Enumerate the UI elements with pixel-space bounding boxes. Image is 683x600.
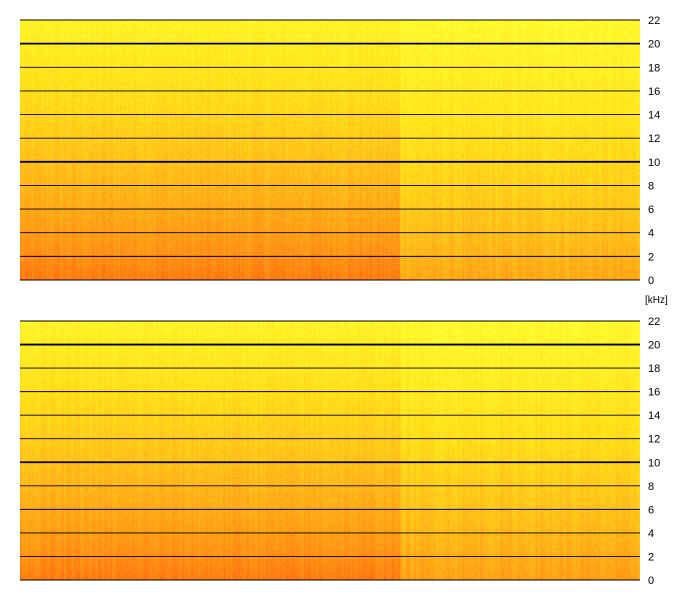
y-tick-label: 12 (648, 434, 660, 446)
spectrogram-panel-top: 0 2 4 6 8 10 12 14 16 18 20 22 (20, 15, 660, 287)
y-tick-label: 8 (648, 180, 654, 192)
y-tick-label: 4 (648, 528, 654, 540)
y-tick-label: 20 (648, 340, 660, 352)
y-tick-label: 0 (648, 275, 654, 287)
y-tick-label: 10 (648, 457, 660, 469)
y-tick-label: 14 (648, 410, 660, 422)
y-tick-label: 6 (648, 504, 654, 516)
y-tick-label: 2 (648, 551, 654, 563)
y-tick-label: 20 (648, 39, 660, 51)
y-tick-label: 2 (648, 251, 654, 263)
y-tick-label: 4 (648, 228, 654, 240)
y-tick-label: 16 (648, 86, 660, 98)
y-tick-label: 6 (648, 204, 654, 216)
spectrogram-panel-bottom: 0 2 4 6 8 10 12 14 16 18 20 22 (20, 316, 660, 587)
y-tick-label: 0 (648, 575, 654, 587)
y-tick-label: 18 (648, 363, 660, 375)
y-tick-label: 10 (648, 157, 660, 169)
y-tick-label: 8 (648, 481, 654, 493)
spectrogram-heatmap (20, 321, 640, 580)
y-unit-label: [kHz] (645, 295, 668, 306)
y-tick-label: 12 (648, 133, 660, 145)
y-tick-label: 16 (648, 387, 660, 399)
y-tick-label: 14 (648, 110, 660, 122)
y-tick-label: 18 (648, 62, 660, 74)
y-tick-label: 22 (648, 15, 660, 27)
y-tick-label: 22 (648, 316, 660, 328)
spectrogram-heatmap (20, 20, 640, 280)
